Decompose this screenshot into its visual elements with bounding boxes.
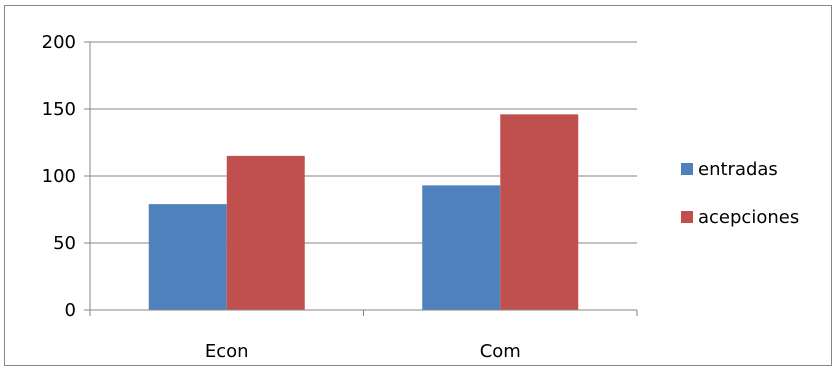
legend-label: entradas <box>698 159 778 180</box>
legend: entradas acepciones <box>681 159 799 228</box>
y-tick-label: 100 <box>42 166 76 187</box>
x-tick-label: Econ <box>205 341 249 362</box>
bar-acepciones-Econ <box>226 155 305 310</box>
y-tick-label: 150 <box>42 99 76 120</box>
y-tick-label: 50 <box>53 233 76 254</box>
x-tick-labels: Econ Com <box>205 341 521 362</box>
legend-swatch-acepciones <box>681 211 693 223</box>
legend-label: acepciones <box>698 207 799 228</box>
bar-entradas-Econ <box>148 204 227 310</box>
legend-swatch-entradas <box>681 163 693 175</box>
y-tick-label: 0 <box>65 300 76 321</box>
chart-frame <box>4 5 832 366</box>
bars <box>148 114 579 310</box>
bar-entradas-Com <box>422 185 501 310</box>
y-tick-label: 200 <box>42 32 76 53</box>
x-tick-label: Com <box>480 341 521 362</box>
bar-acepciones-Com <box>500 114 579 310</box>
axes <box>89 42 637 311</box>
y-tick-labels: 0 50 100 150 200 <box>42 32 76 321</box>
